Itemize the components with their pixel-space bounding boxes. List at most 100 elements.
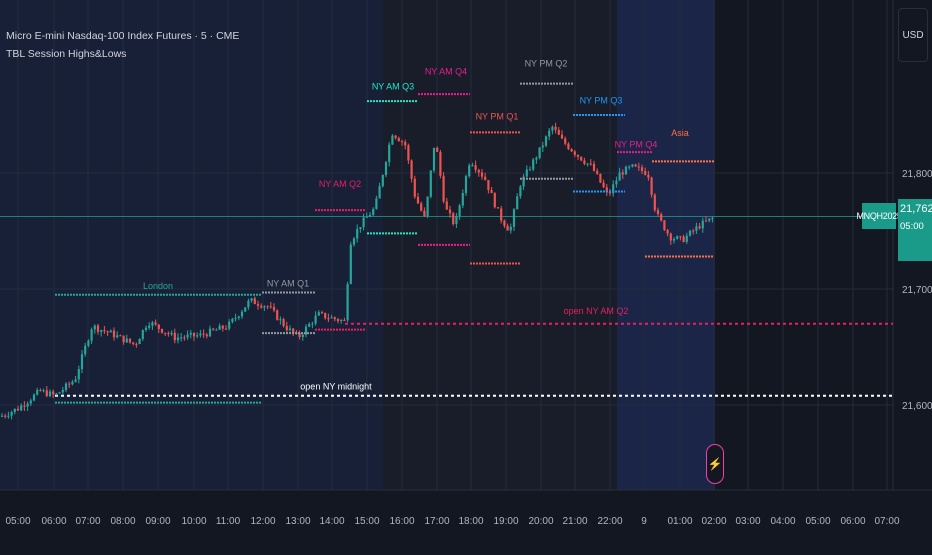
candle-body	[167, 333, 170, 335]
candle-body	[464, 176, 468, 194]
candle-body	[436, 147, 439, 152]
candle-body	[432, 147, 436, 171]
candle-body	[320, 312, 324, 314]
current-price-value: 21,762.50	[900, 203, 932, 215]
candle-body	[336, 319, 340, 322]
candle-body	[672, 238, 676, 241]
candle-body	[618, 172, 621, 181]
candle-body	[602, 182, 605, 188]
time-label: 02:00	[701, 516, 726, 527]
candle-body	[234, 317, 237, 319]
ny-am-q4-label: NY AM Q4	[425, 66, 467, 76]
candle-body	[554, 126, 557, 130]
candle-body	[100, 330, 103, 332]
candle-body	[311, 323, 314, 325]
candle-body	[695, 226, 698, 231]
candle-body	[679, 236, 682, 238]
candle-body	[269, 306, 272, 308]
candle-body	[7, 415, 10, 417]
candle-body	[39, 389, 42, 391]
candle-body	[656, 210, 660, 215]
candle-body	[612, 184, 615, 194]
candle-body	[368, 214, 372, 217]
candle-body	[308, 323, 311, 327]
candle-body	[343, 320, 346, 322]
ny-pm-q4-label: NY PM Q4	[615, 139, 658, 149]
indicator-name[interactable]: TBL Session Highs&Lows	[6, 48, 127, 60]
time-label: 16:00	[389, 516, 414, 527]
candle-body	[173, 332, 176, 341]
candle-body	[400, 141, 404, 143]
currency-button[interactable]: USD	[898, 8, 928, 62]
candle-body	[330, 317, 333, 319]
candle-body	[42, 390, 45, 392]
candle-body	[394, 135, 397, 139]
candle-body	[682, 236, 685, 242]
candle-body	[407, 145, 410, 161]
candle-body	[685, 235, 688, 242]
time-label: 20:00	[528, 516, 553, 527]
candle-body	[410, 160, 413, 179]
candle-body	[237, 316, 240, 318]
candle-body	[266, 306, 269, 308]
candle-body	[388, 144, 391, 163]
candle-body	[340, 320, 343, 322]
candle-body	[116, 335, 119, 338]
time-label: 10:00	[181, 516, 206, 527]
candle-body	[522, 176, 525, 187]
candle-body	[256, 304, 260, 306]
candle-body	[512, 209, 516, 227]
candle-body	[480, 172, 484, 177]
candle-body	[573, 151, 576, 155]
time-label: 09:00	[145, 516, 170, 527]
candle-body	[103, 330, 106, 332]
candle-body	[317, 312, 320, 316]
candle-body	[272, 306, 276, 311]
time-label: 12:00	[250, 516, 275, 527]
time-label: 06:00	[840, 516, 865, 527]
candle-body	[10, 411, 13, 416]
candle-body	[698, 226, 701, 229]
candle-body	[45, 390, 48, 397]
candle-body	[416, 196, 420, 204]
candle-body	[253, 298, 256, 305]
candle-body	[93, 325, 96, 330]
candle-body	[420, 203, 423, 211]
candle-body	[397, 138, 400, 142]
candle-body	[106, 331, 109, 333]
candle-body	[509, 226, 512, 231]
candle-body	[244, 307, 247, 312]
candle-body	[292, 328, 295, 333]
candle-body	[154, 322, 157, 325]
candle-body	[487, 180, 490, 191]
candle-body	[221, 325, 224, 329]
candle-body	[186, 334, 189, 338]
time-label: 13:00	[285, 516, 310, 527]
candle-body	[634, 164, 637, 167]
time-label: 05:00	[805, 516, 830, 527]
symbol-title[interactable]: Micro E-mini Nasdaq-100 Index Futures · …	[6, 30, 240, 42]
candle-body	[84, 345, 87, 355]
time-label: 11:00	[216, 516, 241, 527]
candle-body	[711, 217, 714, 219]
candle-body	[359, 227, 362, 229]
candle-body	[660, 214, 663, 221]
candle-body	[551, 126, 554, 131]
flash-icon[interactable]: ⚡	[706, 444, 724, 484]
time-label: 15:00	[354, 516, 379, 527]
ny-pm-q3-label: NY PM Q3	[580, 95, 623, 105]
time-label: 17:00	[424, 516, 449, 527]
candle-body	[333, 317, 336, 320]
candle-body	[490, 190, 493, 194]
time-label: 04:00	[770, 516, 795, 527]
candle-body	[13, 408, 16, 412]
candles	[0, 122, 714, 420]
candle-body	[448, 209, 452, 214]
candle-body	[180, 337, 183, 339]
candle-body	[365, 216, 368, 218]
time-label: 06:00	[41, 516, 66, 527]
candle-body	[567, 143, 570, 149]
candle-body	[525, 169, 528, 177]
